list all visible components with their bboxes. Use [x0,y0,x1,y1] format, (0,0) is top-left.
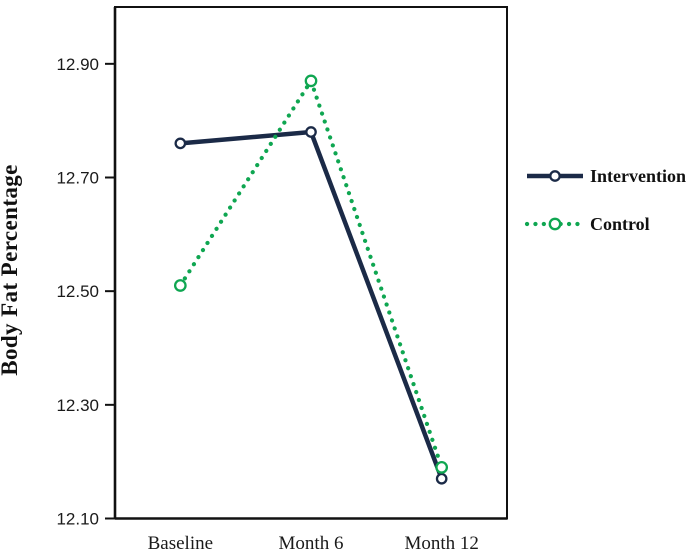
data-point-marker-intervention [305,126,317,138]
data-point-marker-control [435,460,449,474]
legend-label-intervention: Intervention [590,166,686,186]
y-tick-label: 12.50 [56,282,99,301]
series-group [173,74,449,485]
y-axis-title: Body Fat Percentage [0,164,22,376]
data-point-marker-control [304,74,318,88]
legend-marker-control [548,217,562,231]
legend-item-control: Control [524,214,650,234]
y-axis-labels: 12.90 12.70 12.50 12.30 12.10 [56,55,99,529]
legend-label-control: Control [590,214,650,234]
x-category-label: Month 6 [279,533,344,554]
y-axis-ticks [105,62,115,520]
y-tick-label: 12.70 [56,169,99,188]
legend: Intervention Control [524,166,686,234]
data-point-marker-control [173,279,187,292]
x-axis-labels: Baseline Month 6 Month 12 [148,533,479,554]
series-line-intervention [180,129,444,480]
y-tick-label: 12.90 [56,55,99,74]
legend-item-intervention: Intervention [527,166,686,186]
data-point-marker-intervention [174,137,187,150]
x-category-label: Month 12 [404,533,478,554]
data-point-marker-intervention [435,472,448,485]
legend-marker-intervention [549,170,561,182]
x-category-label: Baseline [148,533,213,554]
y-tick-label: 12.10 [56,510,99,529]
y-tick-label: 12.30 [56,396,99,415]
